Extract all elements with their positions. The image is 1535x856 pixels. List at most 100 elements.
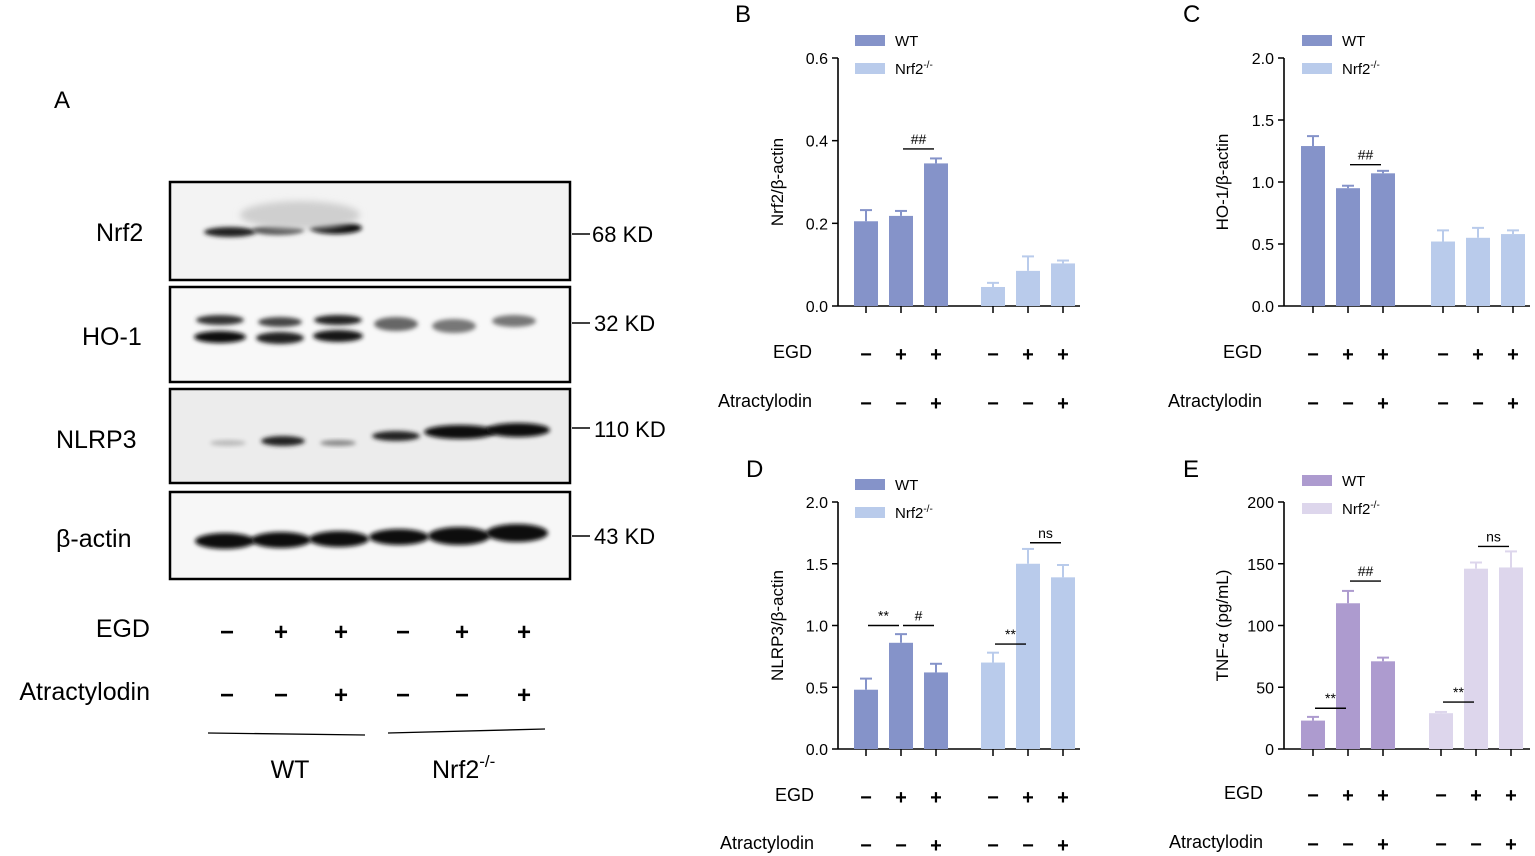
- y-tick-label: 1.5: [806, 557, 828, 574]
- egd-sign: −: [1435, 785, 1447, 807]
- egd-sign: +: [1472, 344, 1484, 366]
- y-tick-label: 0: [1265, 742, 1274, 759]
- blot-beta-actin: β-actin 43 KD: [56, 490, 655, 581]
- bar: [1301, 146, 1325, 306]
- bar: [924, 672, 948, 749]
- bar: [924, 163, 948, 306]
- bar: [1464, 568, 1488, 749]
- egd-sign: +: [1342, 344, 1354, 366]
- band-actin-lane3: [309, 531, 369, 547]
- atractylodin-sign: +: [1057, 835, 1069, 856]
- atractylodin-sign-lane2: −: [274, 682, 288, 709]
- band-nlrp3-lane2: [261, 436, 305, 446]
- egd-sign-lane1: −: [220, 619, 234, 646]
- legend-label: Nrf2-/-: [895, 60, 933, 78]
- significance-label: ##: [911, 131, 927, 147]
- legend-label-base: WT: [1342, 33, 1365, 50]
- atractylodin-sign: +: [930, 835, 942, 856]
- blot-size-nlrp3: 110 KD: [594, 417, 666, 442]
- blot-size-ho1: 32 KD: [594, 311, 655, 336]
- ko-group-line: [387, 728, 546, 734]
- bar: [1499, 567, 1523, 749]
- bar: [1371, 173, 1395, 306]
- panel-b-letter: B: [735, 1, 751, 28]
- band-nlrp3-lane3: [320, 440, 356, 446]
- legend-label-sup: -/-: [923, 60, 932, 71]
- blot-nrf2: Nrf2 68 KD: [96, 180, 653, 282]
- legend-label-base: Nrf2: [895, 61, 923, 78]
- bar: [854, 689, 878, 749]
- atractylodin-sign: +: [1377, 834, 1389, 856]
- atractylodin-sign: +: [1057, 393, 1069, 415]
- y-axis-label: Nrf2/β-actin: [768, 138, 787, 226]
- significance-label: **: [1453, 684, 1464, 700]
- bar: [1501, 234, 1525, 306]
- band-ho1-lane2-upper: [258, 317, 302, 327]
- egd-sign-lane2: +: [274, 619, 288, 646]
- egd-sign: +: [895, 344, 907, 366]
- band-ho1-lane2-lower: [256, 332, 304, 344]
- band-ho1-lane4: [374, 317, 418, 331]
- egd-sign: +: [1507, 344, 1519, 366]
- band-actin-lane4: [369, 529, 429, 545]
- wt-group-label: WT: [271, 756, 310, 784]
- egd-sign: −: [860, 344, 872, 366]
- atractylodin-sign: −: [987, 393, 999, 415]
- egd-sign: −: [1437, 344, 1449, 366]
- legend-swatch: [1302, 63, 1332, 74]
- atractylodin-sign: −: [860, 393, 872, 415]
- egd-sign: +: [1022, 787, 1034, 809]
- legend-swatch: [855, 479, 885, 490]
- bar: [1051, 263, 1075, 306]
- legend-swatch: [1302, 475, 1332, 486]
- ko-group-label-sup: -/-: [479, 752, 495, 771]
- bar: [1016, 270, 1040, 306]
- egd-sign: +: [930, 787, 942, 809]
- legend-swatch: [1302, 503, 1332, 514]
- egd-sign: −: [860, 787, 872, 809]
- band-actin-lane1: [195, 533, 255, 549]
- legend-label-sup: -/-: [1370, 500, 1379, 511]
- y-tick-label: 50: [1256, 680, 1274, 697]
- atractylodin-sign: −: [1022, 835, 1034, 856]
- bar: [1429, 713, 1453, 749]
- band-ho1-lane1-lower: [194, 331, 246, 343]
- legend-swatch: [1302, 35, 1332, 46]
- atractylodin-sign: −: [1472, 393, 1484, 415]
- y-tick-label: 150: [1247, 557, 1274, 574]
- egd-sign: −: [1307, 785, 1319, 807]
- wt-group-line: [207, 732, 366, 736]
- legend-label: Nrf2-/-: [1342, 60, 1380, 78]
- ko-group-label-base: Nrf2: [432, 756, 479, 784]
- band-actin-lane6: [486, 524, 548, 542]
- blot-ho1: HO-1 32 KD: [82, 285, 655, 384]
- blot-label-nlrp3: NLRP3: [56, 426, 137, 454]
- atractylodin-sign: −: [1307, 393, 1319, 415]
- y-tick-label: 0.0: [806, 299, 828, 316]
- atractylodin-sign: −: [860, 835, 872, 856]
- bar: [1051, 577, 1075, 749]
- band-actin-lane5: [428, 527, 490, 545]
- egd-sign: +: [1057, 344, 1069, 366]
- significance-label: **: [1325, 690, 1336, 706]
- legend-label-sup: -/-: [1370, 60, 1379, 71]
- band-actin-lane2: [251, 532, 311, 548]
- significance-label: ##: [1358, 563, 1374, 579]
- atractylodin-sign-lane1: −: [220, 682, 234, 709]
- band-ho1-lane1-upper: [196, 315, 244, 325]
- panel-e-letter: E: [1183, 456, 1199, 483]
- band-nrf2-lane1: [204, 227, 256, 237]
- legend-label-sup: -/-: [923, 504, 932, 515]
- panel-c-letter: C: [1183, 1, 1200, 28]
- egd-sign: +: [895, 787, 907, 809]
- legend-label: WT: [895, 33, 918, 50]
- y-axis-label: HO-1/β-actin: [1213, 134, 1232, 231]
- significance-label: ns: [1486, 528, 1501, 544]
- panel-a: A Nrf2 68 KD HO-1 32 KD: [19, 87, 665, 784]
- y-tick-label: 0.5: [1252, 237, 1274, 254]
- band-nlrp3-lane6: [486, 423, 550, 437]
- y-tick-label: 1.0: [1252, 175, 1274, 192]
- egd-row-label: EGD: [1223, 342, 1262, 362]
- band-nlrp3-lane1: [210, 440, 246, 446]
